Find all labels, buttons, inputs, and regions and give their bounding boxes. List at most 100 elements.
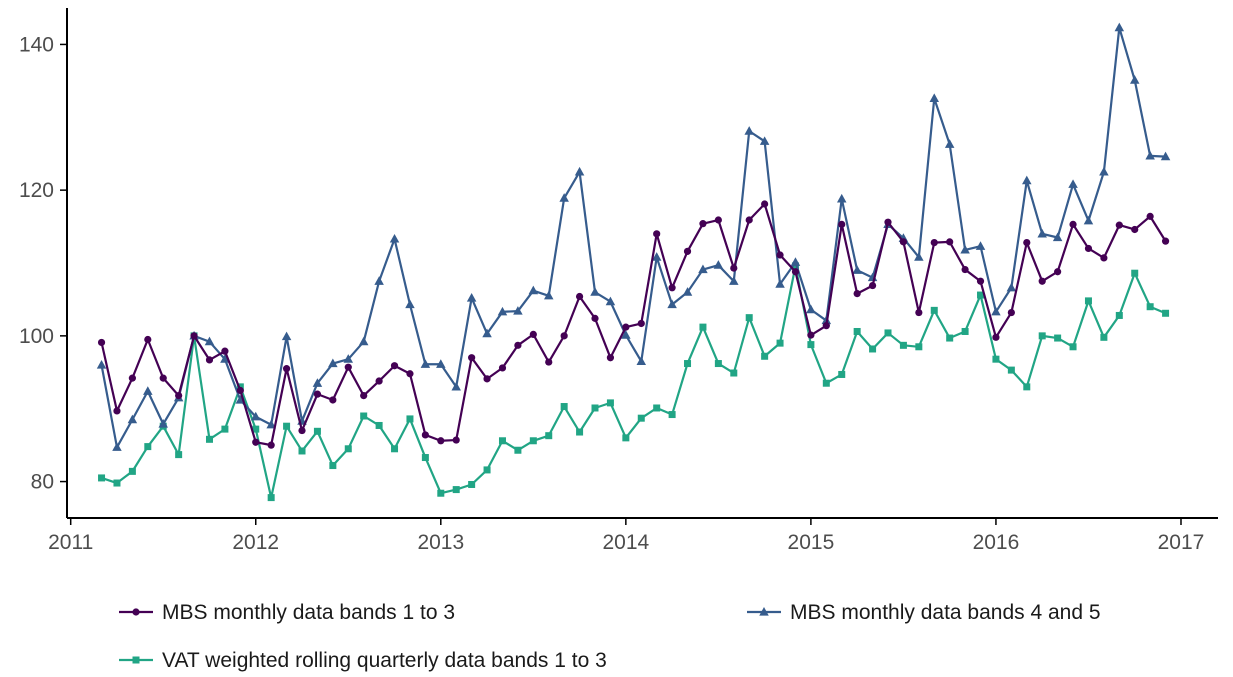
legend: MBS monthly data bands 1 to 3 MBS monthly… <box>119 601 1101 672</box>
data-point <box>1038 277 1046 285</box>
ticks: 2011 2012 2013 2014 2015 2016 2017 80 100 120 140 <box>19 33 1204 554</box>
data-point <box>884 329 892 337</box>
data-point <box>1023 383 1031 391</box>
data-point <box>668 411 676 419</box>
y-tick-label: 80 <box>31 471 54 494</box>
data-point <box>1115 311 1123 319</box>
data-point <box>391 445 399 453</box>
data-point <box>961 265 969 274</box>
data-point <box>791 268 800 276</box>
series-line <box>101 264 1167 499</box>
data-point <box>822 379 830 387</box>
data-point <box>529 437 537 445</box>
data-point <box>621 330 631 339</box>
data-point <box>884 218 892 226</box>
data-point <box>946 334 954 342</box>
data-point <box>944 139 955 148</box>
data-point <box>1146 212 1154 220</box>
data-point <box>899 341 907 349</box>
data-point <box>374 276 384 285</box>
data-point <box>312 378 323 387</box>
data-point <box>575 292 584 301</box>
data-point <box>991 306 1001 316</box>
data-point <box>390 362 399 370</box>
data-point <box>375 377 383 385</box>
data-point <box>113 407 121 415</box>
data-point <box>96 360 107 369</box>
data-point <box>466 292 477 302</box>
data-point <box>976 277 985 285</box>
data-point <box>1022 175 1032 185</box>
data-point <box>389 233 400 243</box>
data-point <box>1069 343 1077 351</box>
data-point <box>1160 151 1171 161</box>
data-point <box>483 466 491 474</box>
data-point <box>761 200 769 208</box>
data-point <box>543 290 554 300</box>
data-point <box>204 336 215 346</box>
data-point <box>699 323 707 331</box>
data-point <box>545 432 553 440</box>
data-point <box>560 403 568 411</box>
data-point <box>205 356 214 364</box>
data-point <box>992 333 1000 341</box>
data-point <box>498 437 506 445</box>
data-point <box>591 404 599 412</box>
data-point <box>637 319 645 328</box>
legend-key-marker <box>759 607 769 616</box>
data-point <box>1054 334 1062 342</box>
data-point <box>975 241 986 250</box>
data-point <box>175 392 183 400</box>
data-point <box>776 251 784 259</box>
data-point <box>252 425 260 433</box>
data-point <box>282 365 291 373</box>
x-tick-label: 2013 <box>417 531 464 554</box>
data-point <box>344 363 352 371</box>
data-point <box>1006 282 1017 292</box>
data-point <box>1038 332 1046 340</box>
data-point <box>1084 244 1093 253</box>
data-point <box>528 285 539 295</box>
data-point <box>513 306 523 315</box>
data-point <box>360 392 368 400</box>
data-point <box>606 399 614 407</box>
data-point <box>838 370 846 378</box>
data-point <box>452 436 460 444</box>
data-point <box>730 264 738 272</box>
data-point <box>836 193 847 203</box>
data-point <box>806 304 816 314</box>
data-point <box>482 328 492 338</box>
data-point <box>915 343 923 351</box>
data-point <box>221 425 229 433</box>
data-point <box>329 396 337 404</box>
data-point <box>468 480 476 488</box>
data-point <box>329 462 337 470</box>
legend-key-marker <box>132 656 140 664</box>
data-point <box>1129 75 1140 84</box>
data-point <box>591 314 599 322</box>
data-point <box>930 306 938 314</box>
data-point <box>159 374 167 382</box>
data-point <box>313 427 321 435</box>
data-point <box>452 486 460 494</box>
data-point <box>977 291 985 299</box>
data-point <box>298 447 306 455</box>
x-tick-label: 2011 <box>48 531 93 554</box>
data-point <box>853 290 861 298</box>
data-point <box>1114 22 1125 32</box>
data-point <box>220 354 230 363</box>
data-point <box>1146 303 1154 311</box>
data-point <box>775 279 785 288</box>
data-point <box>807 341 815 349</box>
data-point <box>791 262 799 270</box>
data-point <box>483 375 491 383</box>
data-point <box>497 306 508 316</box>
data-point <box>1054 268 1062 276</box>
data-point <box>421 431 429 439</box>
data-point <box>714 216 722 224</box>
x-tick-label: 2012 <box>232 531 279 554</box>
legend-label: MBS monthly data bands 4 and 5 <box>790 601 1101 624</box>
data-point <box>328 358 338 368</box>
data-point <box>1052 232 1063 242</box>
legend-key-marker <box>132 608 140 616</box>
